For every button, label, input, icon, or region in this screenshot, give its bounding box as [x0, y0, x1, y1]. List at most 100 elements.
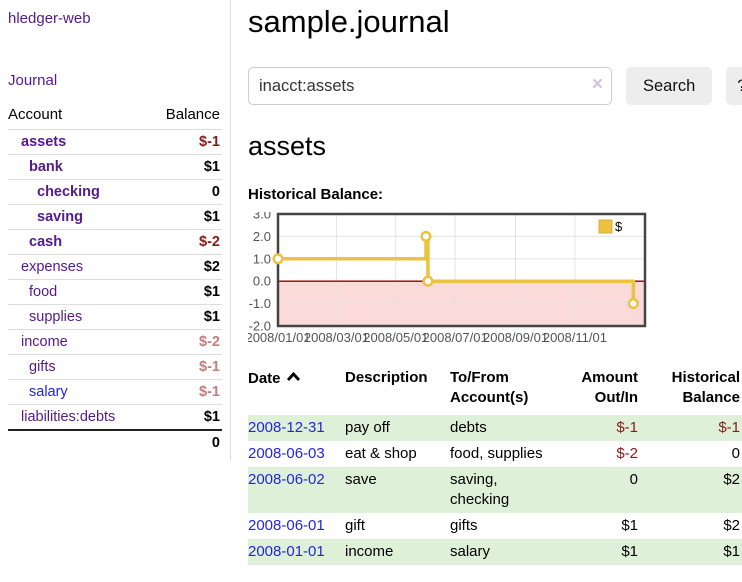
historical-balance-chart: $3.0 2.0 1.0 0.0 -1.0 -2.02008/01/012008/03/0… — [248, 212, 647, 345]
register-description: gift — [345, 517, 366, 534]
help-button[interactable]: ? — [726, 67, 742, 105]
account-row: bank $1 — [8, 154, 222, 180]
account-link[interactable]: food — [29, 284, 58, 300]
chart-ytick-label: 3.0 — [253, 212, 271, 222]
register-amount: 0 — [629, 471, 638, 488]
account-link[interactable]: income — [21, 334, 68, 350]
sort-asc-icon — [286, 368, 301, 388]
accounts-table-header: Account Balance — [8, 106, 222, 130]
main-content: sample.journal × Search ? assets Histori… — [231, 0, 742, 582]
clear-search-icon[interactable]: × — [591, 74, 603, 95]
account-balance: $2 — [203, 259, 220, 275]
page-title: sample.journal — [248, 4, 450, 39]
chart-label: Historical Balance: — [248, 186, 384, 203]
account-name-cell: income — [8, 330, 149, 355]
chart-xtick-label: 2008/07/01 — [423, 330, 488, 345]
account-name-cell: saving — [8, 205, 149, 230]
register-date-cell: 2008-01-01 — [248, 539, 345, 565]
register-col-historical: Historical Balance — [671, 369, 740, 406]
account-name-cell: gifts — [8, 355, 149, 380]
register-accounts: salary — [450, 543, 491, 560]
register-date-cell: 2008-06-03 — [248, 441, 345, 467]
accounts-total-spacer — [8, 430, 149, 455]
chart-data-point — [420, 230, 432, 242]
account-balance: $1 — [203, 209, 220, 225]
accounts-col-balance: Balance — [165, 106, 220, 123]
chart-xtick-label: 2008/09/01 — [483, 330, 548, 345]
search-button[interactable]: Search — [626, 67, 713, 105]
account-link[interactable]: gifts — [29, 359, 56, 375]
account-link[interactable]: saving — [37, 209, 83, 225]
register-col-date[interactable]: Date — [248, 368, 345, 415]
register-description: pay off — [345, 419, 390, 436]
register-row: 2008-06-01 gift gifts $1 $2 — [248, 513, 742, 539]
account-link[interactable]: salary — [29, 384, 68, 400]
transaction-date-link[interactable]: 2008-06-02 — [248, 471, 325, 488]
account-link[interactable]: cash — [29, 234, 63, 250]
register-row: 2008-06-02 save saving, checking 0 $2 — [248, 467, 742, 513]
account-row: liabilities:debts $1 — [8, 404, 222, 431]
register-amount: $-2 — [616, 445, 638, 462]
sidebar-item-journal[interactable]: Journal — [8, 72, 58, 89]
register-accounts: food, supplies — [450, 445, 543, 462]
account-row: income $-2 — [8, 329, 222, 355]
account-balance: $-1 — [199, 359, 220, 375]
register-amount: $1 — [621, 517, 638, 534]
chart-xtick-label: 2008/11/01 — [543, 330, 607, 345]
accounts-table: Account Balance assets $-1 bank $1 checking 0… — [8, 106, 222, 455]
search-input[interactable] — [248, 67, 612, 105]
register-description: save — [345, 471, 377, 488]
account-name-cell: cash — [8, 230, 149, 255]
account-name-cell: bank — [8, 155, 149, 180]
register-date-cell: 2008-06-01 — [248, 513, 345, 539]
register-historical: $2 — [723, 517, 740, 534]
account-link[interactable]: bank — [29, 159, 63, 175]
register-accounts: gifts — [450, 517, 478, 534]
account-name-cell: food — [8, 280, 149, 305]
accounts-col-account: Account — [8, 106, 63, 123]
chart-ytick-label: -1.0 — [249, 296, 271, 311]
account-balance: $-2 — [199, 234, 220, 250]
account-link[interactable]: expenses — [21, 259, 84, 275]
account-link[interactable]: checking — [37, 184, 100, 200]
transaction-date-link[interactable]: 2008-12-31 — [248, 419, 325, 436]
account-link[interactable]: liabilities:debts — [21, 409, 116, 425]
account-row: cash $-2 — [8, 229, 222, 255]
register-date-cell: 2008-06-02 — [248, 467, 345, 513]
transaction-date-link[interactable]: 2008-01-01 — [248, 543, 325, 560]
register-col-amount: Amount Out/In — [581, 369, 638, 406]
account-balance: $1 — [203, 159, 220, 175]
account-row: checking 0 — [8, 179, 222, 205]
register-row: 2008-12-31 pay off debts $-1 $-1 — [248, 415, 742, 441]
register-historical: $1 — [723, 543, 740, 560]
account-row: supplies $1 — [8, 304, 222, 330]
register-description: eat & shop — [345, 445, 417, 462]
register-table: Date Description To/From Account(s) Amou… — [248, 368, 742, 565]
chart-ytick-label: 0.0 — [253, 274, 271, 289]
account-row: assets $-1 — [8, 129, 222, 155]
account-link[interactable]: assets — [21, 134, 67, 150]
account-row: salary $-1 — [8, 379, 222, 405]
register-col-accounts: To/From Account(s) — [450, 369, 529, 406]
transaction-date-link[interactable]: 2008-06-03 — [248, 445, 325, 462]
account-balance: $-1 — [199, 134, 220, 150]
register-col-description: Description — [345, 369, 428, 386]
account-balance: $-1 — [199, 384, 220, 400]
account-balance: $1 — [203, 409, 220, 425]
search-input-wrap: × — [248, 67, 612, 105]
account-heading: assets — [248, 131, 327, 161]
account-link[interactable]: supplies — [29, 309, 83, 325]
accounts-total-value: 0 — [211, 435, 220, 451]
account-row: expenses $2 — [8, 254, 222, 280]
account-name-cell: liabilities:debts — [8, 405, 149, 431]
sidebar: hledger-web Journal Account Balance asse… — [0, 0, 231, 461]
chart-ytick-label: -2.0 — [249, 319, 271, 334]
account-name-cell: expenses — [8, 255, 149, 280]
register-description: income — [345, 543, 394, 560]
transaction-date-link[interactable]: 2008-06-01 — [248, 517, 325, 534]
brand-link[interactable]: hledger-web — [8, 10, 91, 27]
chart-border — [276, 212, 647, 328]
account-name-cell: supplies — [8, 305, 149, 330]
chart-ytick-label: 1.0 — [253, 251, 271, 266]
account-row: saving $1 — [8, 204, 222, 230]
